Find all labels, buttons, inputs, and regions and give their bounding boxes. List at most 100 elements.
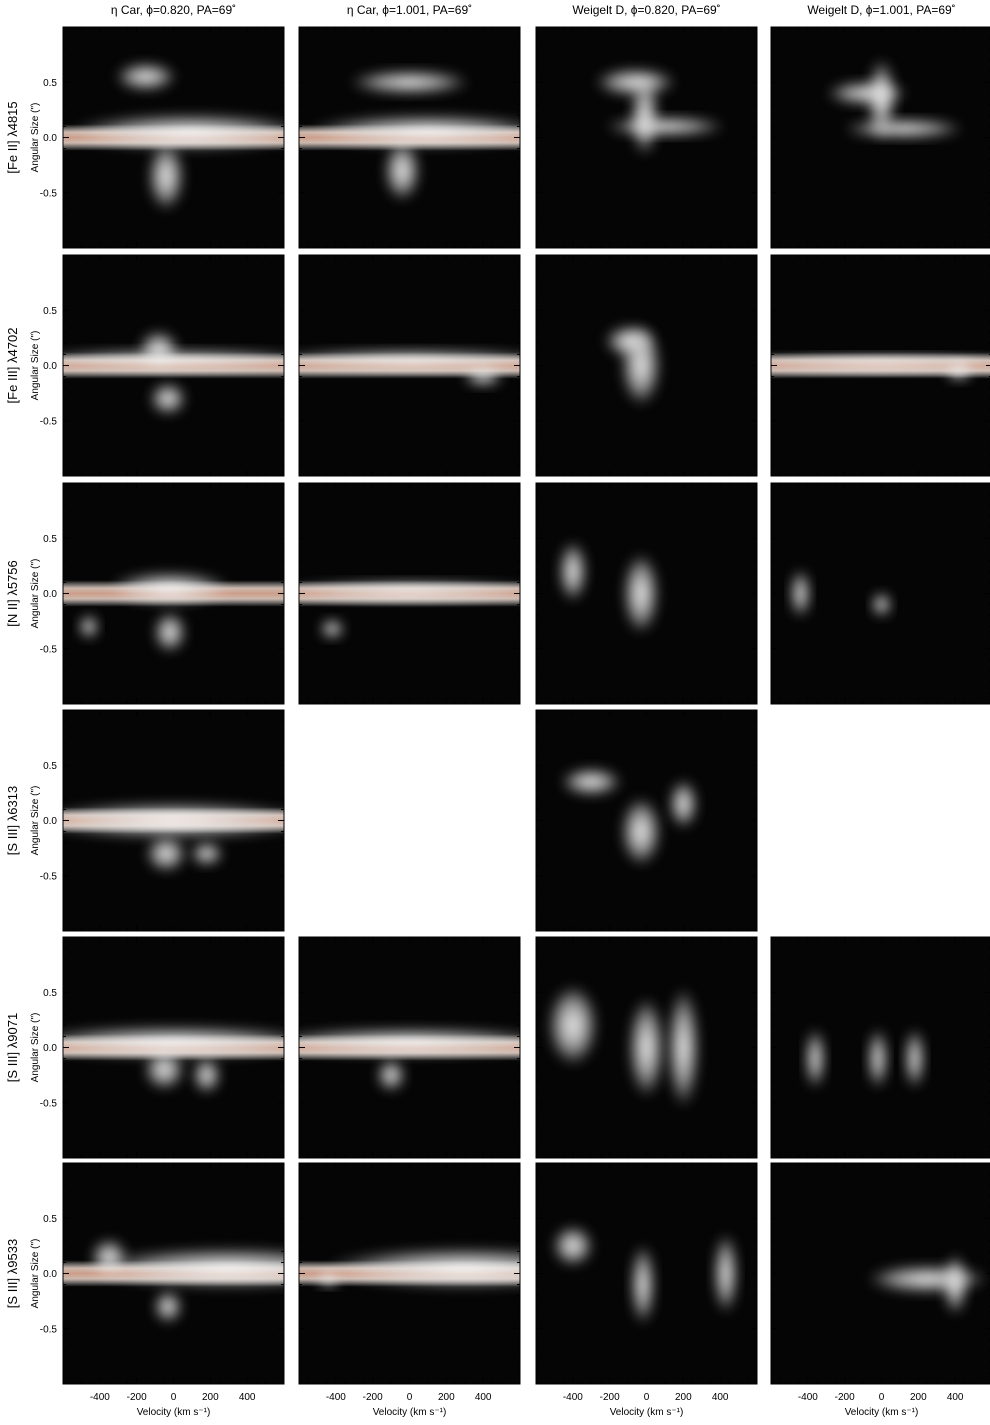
y-tick-label: 0.5: [43, 761, 57, 772]
x-tick-label: 400: [712, 1392, 729, 1403]
emission-feature: [299, 349, 520, 370]
y-axis-label: Angular Size ("): [30, 1239, 41, 1309]
emission-feature: [826, 81, 907, 106]
x-tick-label: -200: [600, 1392, 620, 1403]
y-tick-label: 0.0: [43, 361, 57, 372]
x-axis-label: Velocity (km s⁻¹): [373, 1407, 447, 1418]
emission-feature: [153, 612, 186, 653]
y-tick-label: -0.5: [40, 416, 58, 427]
emission-feature: [843, 118, 964, 139]
emission-feature: [299, 1027, 520, 1056]
x-tick-label: 400: [239, 1392, 256, 1403]
y-tick-label: 0.5: [43, 1214, 57, 1225]
spectral-image-panel: [298, 254, 521, 477]
y-tick-label: -0.5: [40, 644, 58, 655]
emission-feature: [63, 1025, 284, 1058]
emission-feature: [307, 114, 520, 147]
y-tick-label: -0.5: [40, 871, 58, 882]
emission-feature: [904, 1028, 925, 1089]
y-tick-label: 0.5: [43, 534, 57, 545]
spectral-image-panel: [770, 254, 990, 477]
column-title: η Car, ϕ=0.820, PA=69˚: [111, 3, 236, 17]
emission-feature: [63, 349, 284, 370]
spectral-image-panel: [298, 26, 521, 249]
emission-feature: [316, 1271, 341, 1288]
emission-feature: [153, 1290, 182, 1323]
emission-feature: [713, 1233, 738, 1314]
spectral-image-panel: [770, 936, 990, 1159]
emission-feature: [669, 779, 698, 828]
emission-feature: [463, 366, 504, 387]
row-label: [S III] λ9071: [5, 1013, 20, 1082]
emission-feature: [78, 614, 99, 639]
spectral-image-panel: [298, 936, 521, 1159]
emission-feature: [604, 116, 725, 137]
spectral-image-panel: [535, 936, 758, 1159]
row-label: [S III] λ9533: [5, 1239, 20, 1308]
column-title: η Car, ϕ=1.001, PA=69˚: [347, 3, 472, 17]
y-tick-label: 0.5: [43, 306, 57, 317]
x-tick-label: 400: [475, 1392, 492, 1403]
y-axis-label: Angular Size ("): [30, 786, 41, 856]
y-tick-label: -0.5: [40, 1324, 58, 1335]
x-axis-label: Velocity (km s⁻¹): [610, 1407, 684, 1418]
emission-feature: [790, 569, 811, 618]
emission-feature: [149, 382, 186, 415]
spectral-image-panel: [62, 254, 285, 477]
emission-feature: [377, 1059, 406, 1092]
y-tick-label: 0.5: [43, 78, 57, 89]
x-tick-label: -400: [563, 1392, 583, 1403]
emission-feature: [620, 797, 661, 866]
emission-feature: [349, 70, 470, 95]
x-tick-label: 200: [202, 1392, 219, 1403]
emission-feature: [871, 592, 892, 617]
emission-feature: [324, 1247, 520, 1288]
spectral-image-panel: [62, 482, 285, 705]
x-tick-label: -400: [90, 1392, 110, 1403]
x-tick-label: 0: [879, 1392, 885, 1403]
emission-feature: [88, 1247, 284, 1288]
emission-feature: [628, 997, 665, 1098]
x-tick-label: 0: [407, 1392, 413, 1403]
y-tick-label: 0.0: [43, 589, 57, 600]
y-axis-label: Angular Size ("): [30, 1013, 41, 1083]
x-tick-label: 200: [438, 1392, 455, 1403]
emission-feature: [805, 1028, 826, 1089]
emission-feature: [622, 553, 659, 634]
y-tick-label: 0.5: [43, 988, 57, 999]
column-title: Weigelt D, ϕ=1.001, PA=69˚: [807, 3, 955, 17]
emission-feature: [320, 618, 345, 639]
spectral-image-panel: [770, 1162, 990, 1385]
spectral-image-panel: [535, 709, 758, 932]
emission-feature: [552, 1225, 593, 1266]
x-axis-label: Velocity (km s⁻¹): [137, 1407, 211, 1418]
emission-feature: [148, 142, 185, 211]
spectral-image-panel: [62, 709, 285, 932]
spectral-image-panel: [298, 482, 521, 705]
y-axis-label: Angular Size ("): [30, 559, 41, 629]
emission-feature: [109, 571, 230, 604]
emission-feature: [190, 841, 223, 866]
x-tick-label: -400: [326, 1392, 346, 1403]
spectral-image-panel: [535, 26, 758, 249]
emission-feature: [192, 1057, 221, 1094]
emission-feature: [604, 325, 655, 358]
emission-feature: [667, 987, 700, 1108]
column-title: Weigelt D, ϕ=0.820, PA=69˚: [572, 3, 720, 17]
emission-feature: [867, 1265, 988, 1294]
x-tick-label: -400: [798, 1392, 818, 1403]
emission-feature: [299, 581, 520, 602]
x-tick-label: 200: [675, 1392, 692, 1403]
y-tick-label: 0.0: [43, 1269, 57, 1280]
spectral-image-panel: [62, 26, 285, 249]
emission-feature: [630, 1244, 655, 1325]
x-tick-label: -200: [835, 1392, 855, 1403]
y-tick-label: -0.5: [40, 1098, 58, 1109]
x-tick-label: -200: [127, 1392, 147, 1403]
emission-feature: [771, 355, 990, 372]
spectral-image-panel: [770, 482, 990, 705]
row-label: [S III] λ6313: [5, 786, 20, 855]
emission-feature: [867, 1028, 888, 1089]
emission-feature: [115, 62, 176, 91]
emission-feature: [146, 835, 187, 872]
